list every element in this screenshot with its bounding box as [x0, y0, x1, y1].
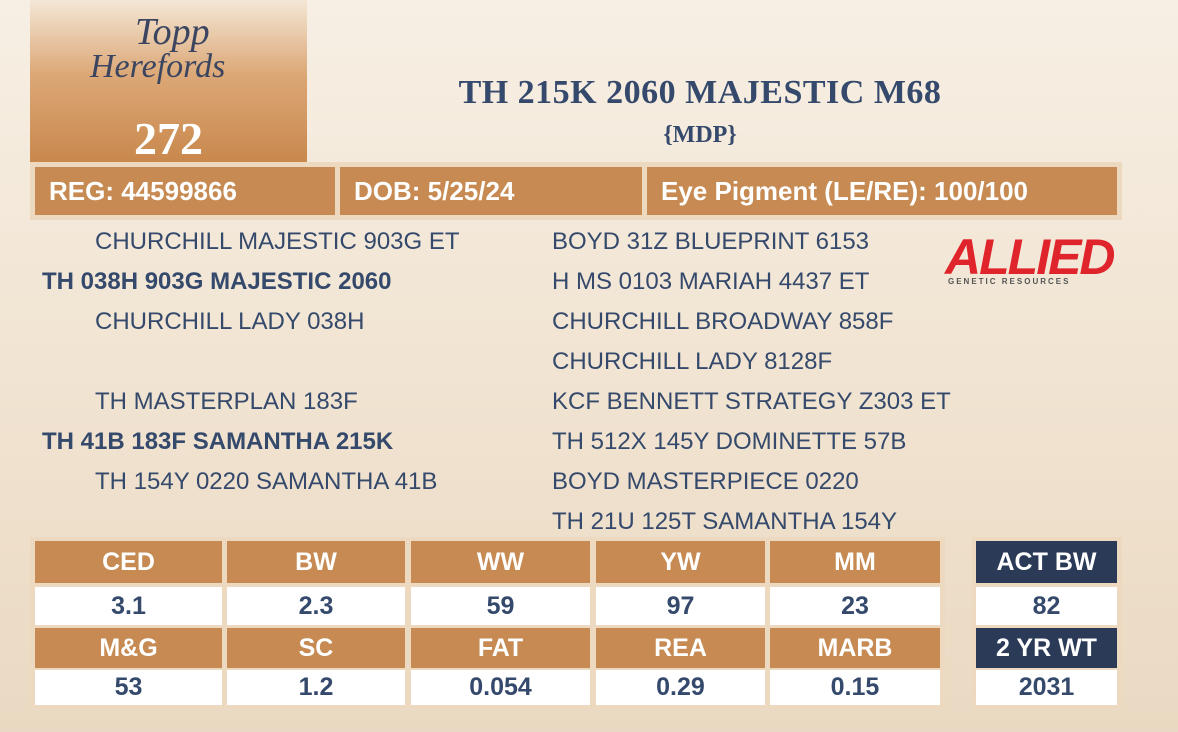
epd-header: M&G: [35, 628, 222, 668]
epd-header: FAT: [411, 628, 590, 668]
epd-value: 2.3: [227, 587, 405, 625]
pedigree-parent: TH 41B 183F SAMANTHA 215K: [42, 428, 394, 455]
actual-value: 82: [976, 587, 1117, 625]
pedigree-entry: BOYD MASTERPIECE 0220: [552, 468, 859, 495]
info-cell: Eye Pigment (LE/RE): 100/100: [647, 167, 1117, 215]
pedigree-entry: CHURCHILL MAJESTIC 903G ET: [95, 228, 460, 255]
logo-line: Topp: [135, 11, 210, 53]
epd-header: YW: [596, 541, 765, 583]
pedigree-parent: TH 038H 903G MAJESTIC 2060: [42, 268, 392, 295]
actual-header: ACT BW: [976, 541, 1117, 583]
pedigree-entry: TH 512X 145Y DOMINETTE 57B: [552, 428, 907, 455]
info-bar: REG: 44599866 DOB: 5/25/24 Eye Pigment (…: [30, 162, 1122, 220]
epd-header: CED: [35, 541, 222, 583]
info-cell: DOB: 5/25/24: [340, 167, 642, 215]
pedigree-entry: H MS 0103 MARIAH 4437 ET: [552, 268, 870, 295]
lot-box: Topp Herefords 272: [30, 0, 307, 165]
actual-header: 2 YR WT: [976, 628, 1117, 668]
epd-value: 97: [596, 587, 765, 625]
epd-value: 1.2: [227, 670, 405, 705]
pedigree-entry: KCF BENNETT STRATEGY Z303 ET: [552, 388, 951, 415]
pedigree-entry: CHURCHILL LADY 038H: [95, 308, 365, 335]
epd-value: 0.054: [411, 670, 590, 705]
epd-value: 59: [411, 587, 590, 625]
epd-header: MM: [770, 541, 940, 583]
info-cell: REG: 44599866: [35, 167, 335, 215]
logo-line: Herefords: [90, 48, 226, 85]
epd-header: MARB: [770, 628, 940, 668]
pedigree-entry: TH 21U 125T SAMANTHA 154Y: [552, 508, 898, 535]
pedigree-entry: BOYD 31Z BLUEPRINT 6153: [552, 228, 870, 255]
epd-value: 53: [35, 670, 222, 705]
pedigree-entry: CHURCHILL LADY 8128F: [552, 348, 833, 375]
pedigree-entry: CHURCHILL BROADWAY 858F: [552, 308, 894, 335]
epd-value: 0.29: [596, 670, 765, 705]
pedigree-entry: TH 154Y 0220 SAMANTHA 41B: [95, 468, 438, 495]
epd-header: SC: [227, 628, 405, 668]
actual-value: 2031: [976, 670, 1117, 705]
epd-header: REA: [596, 628, 765, 668]
epd-value: 0.15: [770, 670, 940, 705]
sponsor-logo: ALLIED: [945, 229, 1116, 285]
epd-value: 3.1: [35, 587, 222, 625]
title: TH 215K 2060 MAJESTIC M68: [458, 74, 942, 111]
subtitle: {MDP}: [663, 122, 737, 148]
epd-header: BW: [227, 541, 405, 583]
pedigree-entry: TH MASTERPLAN 183F: [95, 388, 358, 415]
epd-value: 23: [770, 587, 940, 625]
sponsor-tagline: GENETIC RESOURCES: [948, 277, 1071, 286]
lot-number: 272: [134, 113, 203, 164]
epd-header: WW: [411, 541, 590, 583]
